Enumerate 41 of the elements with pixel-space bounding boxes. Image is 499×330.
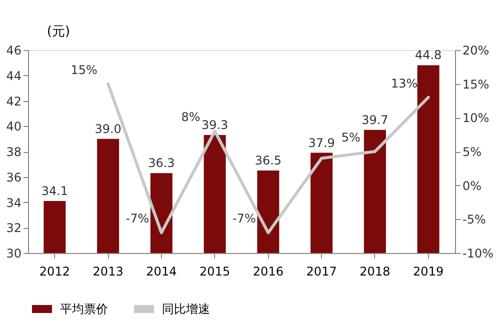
data-label: -7% — [232, 212, 256, 226]
y2-tick-label: 5% — [462, 145, 482, 159]
data-label: 15% — [70, 62, 98, 77]
y-tick-label: 32 — [6, 221, 22, 236]
y2-tick-label: 20% — [462, 44, 490, 58]
y-tick-label: 34 — [6, 196, 22, 210]
x-tick-label: 2014 — [146, 264, 177, 278]
x-tick-label: 2017 — [306, 264, 337, 278]
x-tick-label: 2013 — [92, 264, 124, 278]
y2-tick-label: 15% — [462, 77, 490, 92]
y-tick-label: 46 — [6, 44, 22, 58]
y-tick-label: 44 — [6, 68, 22, 83]
x-tick-label: 2016 — [252, 264, 284, 278]
x-tick-label: 2015 — [200, 264, 230, 278]
data-label: 36.3 — [148, 156, 175, 170]
data-label: 34.1 — [41, 184, 68, 198]
x-tick-label: 2019 — [413, 264, 444, 278]
y-axis-title: (元) — [46, 24, 70, 40]
y-tick-label: 40 — [6, 120, 22, 134]
x-tick-label: 2012 — [39, 264, 70, 278]
data-label: 39.0 — [94, 122, 122, 136]
data-label: 5% — [341, 130, 360, 144]
y2-tick-label: -5% — [462, 212, 486, 227]
legend-label: 平均票价 — [60, 302, 108, 316]
y2-tick-label: 10% — [462, 111, 490, 126]
y-tick-label: 42 — [6, 94, 22, 108]
data-label: 8% — [181, 110, 200, 124]
y2-tick-label: 0% — [462, 178, 482, 193]
data-label: 44.8 — [414, 48, 442, 62]
data-label: -7% — [126, 212, 150, 226]
data-label: 37.9 — [308, 136, 335, 150]
x-tick-label: 2018 — [360, 264, 390, 278]
data-label: 39.7 — [362, 112, 388, 127]
data-label: 13% — [390, 76, 418, 90]
y-tick-label: 38 — [6, 145, 22, 159]
data-label: 39.3 — [201, 118, 228, 132]
y-tick-label: 36 — [6, 170, 22, 184]
data-label: 36.5 — [254, 154, 282, 168]
legend-label: 同比增速 — [162, 302, 210, 316]
y2-tick-label: -10% — [462, 246, 494, 260]
y-tick-label: 30 — [6, 246, 22, 260]
